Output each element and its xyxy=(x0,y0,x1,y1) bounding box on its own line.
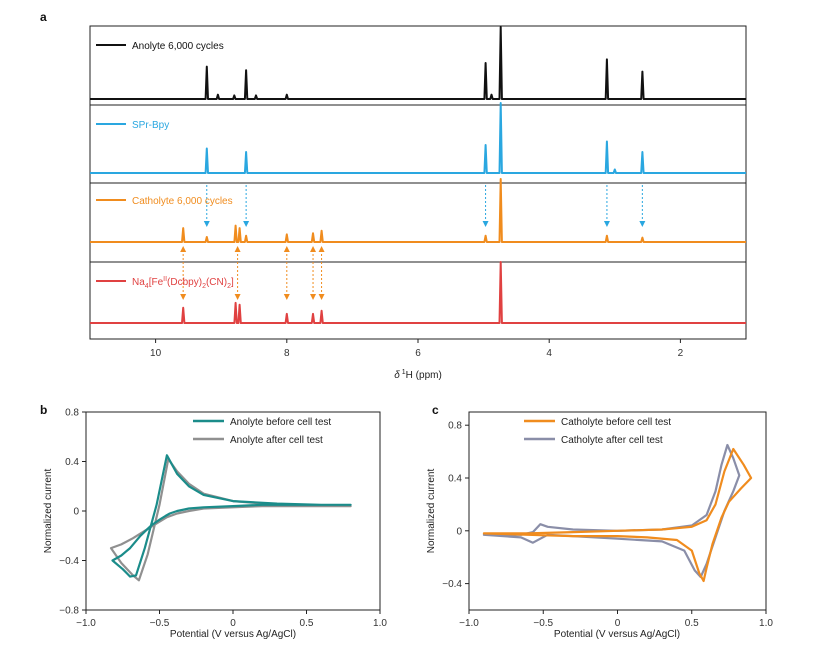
nmr-x-label-rest: H (ppm) xyxy=(406,370,442,381)
legend-na-sub2: 2 xyxy=(202,283,206,290)
cv-c-curve-1 xyxy=(482,443,741,579)
nmr-panel: 10 8 6 4 2 Anolyte 6,000 cycles SPr-Bpy Cath… xyxy=(89,25,747,381)
nmr-spectrum-0 xyxy=(90,26,746,100)
nmr-spectrum-1 xyxy=(90,102,746,174)
orange-arrow-head-down-4 xyxy=(318,294,325,300)
panel-letter-a: a xyxy=(40,10,47,24)
cv-panel-b: −1.0 −0.5 0 0.5 1.0 −0.8 −0.4 0 0.4 0.8 Anolyte b… xyxy=(43,408,387,641)
nmr-tick-label-1: 8 xyxy=(284,348,290,359)
orange-arrow-head-up-3 xyxy=(310,246,317,252)
cv-c-y-label: Normalized current xyxy=(426,469,437,554)
legend-catholyte-before: Catholyte before cell test xyxy=(561,417,671,428)
legend-na-part: Na xyxy=(132,277,145,288)
cv-c-ytick-label-2: 0.4 xyxy=(448,474,462,485)
orange-arrow-head-up-0 xyxy=(180,246,187,252)
orange-arrow-head-down-0 xyxy=(180,294,187,300)
cv-b-ytick-label-1: −0.4 xyxy=(59,556,79,567)
nmr-tick-label-0: 10 xyxy=(150,348,162,359)
blue-arrow-head-2 xyxy=(482,221,489,227)
legend-na-sub1: 4 xyxy=(145,283,149,290)
legend-na-sup: II xyxy=(163,276,167,283)
nmr-tick-label-3: 4 xyxy=(546,348,552,359)
panel-letter-b: b xyxy=(40,403,47,417)
legend-anolyte-before: Anolyte before cell test xyxy=(230,417,331,428)
blue-arrow-head-3 xyxy=(603,221,610,227)
cv-c-xtick-label-2: 0 xyxy=(615,618,621,629)
cv-b-xtick-label-3: 0.5 xyxy=(300,618,314,629)
legend-na-fe: [Fe xyxy=(149,277,164,288)
cv-c-axes: −1.0 −0.5 0 0.5 1.0 −0.4 0 0.4 0.8 xyxy=(442,421,773,629)
orange-arrow-head-up-2 xyxy=(283,246,290,252)
cv-b-curve-1 xyxy=(109,457,352,582)
cv-b-curves xyxy=(109,454,352,582)
nmr-tick-label-2: 6 xyxy=(415,348,421,359)
cv-b-xtick-label-0: −1.0 xyxy=(76,618,96,629)
cv-c-xtick-label-4: 1.0 xyxy=(759,618,773,629)
orange-arrow-head-up-4 xyxy=(318,246,325,252)
cv-b-ytick-label-0: −0.8 xyxy=(59,606,79,617)
cv-b-x-label: Potential (V versus Ag/AgCl) xyxy=(170,629,296,640)
nmr-x-label: δ 1H (ppm) xyxy=(394,369,442,381)
orange-arrow-head-up-1 xyxy=(234,246,241,252)
blue-arrow-head-4 xyxy=(639,221,646,227)
legend-anolyte-after: Anolyte after cell test xyxy=(230,435,323,446)
orange-arrow-head-down-3 xyxy=(310,294,317,300)
cv-b-y-label: Normalized current xyxy=(43,469,54,554)
legend-na-complex: Na4[FeII(Dcbpy)2(CN)2] xyxy=(132,276,234,290)
nmr-spectrum-3 xyxy=(90,261,746,324)
nmr-tick-label-4: 2 xyxy=(678,348,684,359)
nmr-arrows xyxy=(180,185,646,300)
legend-na-dc: (Dcbpy) xyxy=(167,277,202,288)
legend-catholyte-after: Catholyte after cell test xyxy=(561,435,663,446)
cv-c-ytick-label-0: −0.4 xyxy=(442,579,462,590)
blue-arrow-head-0 xyxy=(203,221,210,227)
cv-c-x-label: Potential (V versus Ag/AgCl) xyxy=(554,629,680,640)
cv-c-ytick-label-1: 0 xyxy=(456,526,462,537)
cv-c-ytick-label-3: 0.8 xyxy=(448,421,462,432)
nmr-x-axis: 10 8 6 4 2 xyxy=(150,339,684,359)
cv-c-curves xyxy=(482,443,753,583)
orange-arrow-head-down-2 xyxy=(283,294,290,300)
orange-arrow-head-down-1 xyxy=(234,294,241,300)
cv-c-xtick-label-0: −1.0 xyxy=(459,618,479,629)
legend-na-cn: (CN) xyxy=(206,277,227,288)
legend-na-close: ] xyxy=(231,277,234,288)
nmr-spectrum-2 xyxy=(90,178,746,243)
legend-na-sub3: 2 xyxy=(227,283,231,290)
legend-anolyte: Anolyte 6,000 cycles xyxy=(132,41,224,52)
panel-letter-c: c xyxy=(432,403,439,417)
cv-c-xtick-label-3: 0.5 xyxy=(685,618,699,629)
cv-b-axes: −1.0 −0.5 0 0.5 1.0 −0.8 −0.4 0 0.4 0.8 xyxy=(59,408,387,630)
legend-spr-bpy: SPr-Bpy xyxy=(132,120,169,131)
cv-b-ytick-label-2: 0 xyxy=(73,507,79,518)
cv-b-ytick-label-3: 0.4 xyxy=(65,457,79,468)
cv-b-xtick-label-4: 1.0 xyxy=(373,618,387,629)
nmr-x-label-delta: δ xyxy=(394,370,400,381)
cv-c-xtick-label-1: −0.5 xyxy=(533,618,553,629)
cv-panel-c: −1.0 −0.5 0 0.5 1.0 −0.4 0 0.4 0.8 Catholyte bef… xyxy=(426,411,773,640)
cv-b-xtick-label-1: −0.5 xyxy=(150,618,170,629)
cv-b-ytick-label-4: 0.8 xyxy=(65,408,79,419)
blue-arrow-head-1 xyxy=(243,221,250,227)
nmr-spectra xyxy=(90,26,746,324)
cv-b-xtick-label-2: 0 xyxy=(230,618,236,629)
legend-catholyte: Catholyte 6,000 cycles xyxy=(132,196,233,207)
cv-b-curve-0 xyxy=(111,454,352,578)
cv-c-curve-0 xyxy=(482,447,753,583)
nmr-x-label-sup: 1 xyxy=(402,369,406,376)
